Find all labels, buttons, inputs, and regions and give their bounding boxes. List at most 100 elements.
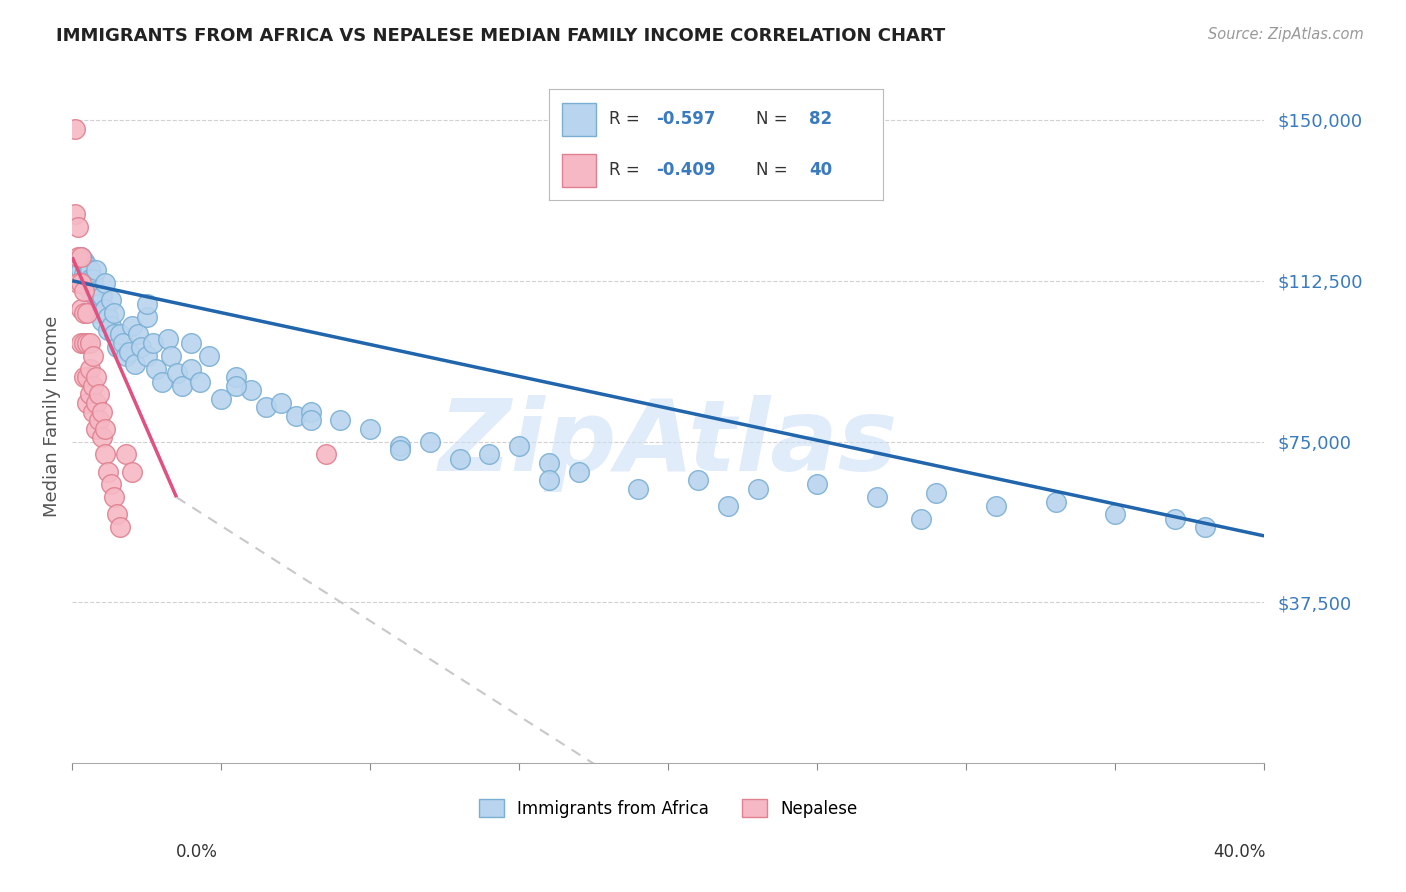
Text: IMMIGRANTS FROM AFRICA VS NEPALESE MEDIAN FAMILY INCOME CORRELATION CHART: IMMIGRANTS FROM AFRICA VS NEPALESE MEDIA…: [56, 27, 945, 45]
Point: [82, 349, 104, 363]
Point: [449, 451, 471, 466]
Point: [209, 392, 232, 406]
Point: [103, 327, 125, 342]
Point: [76, 268, 98, 282]
Point: [103, 306, 125, 320]
Point: [329, 413, 352, 427]
Point: [87, 306, 110, 320]
Point: [63, 121, 86, 136]
Point: [108, 520, 131, 534]
Point: [87, 413, 110, 427]
Point: [84, 422, 107, 436]
Point: [225, 379, 247, 393]
Point: [97, 465, 120, 479]
Point: [91, 404, 114, 418]
Point: [84, 285, 107, 299]
Point: [76, 306, 98, 320]
Point: [97, 310, 120, 325]
Point: [73, 268, 96, 282]
Point: [225, 370, 247, 384]
Point: [127, 327, 149, 342]
Point: [105, 508, 128, 522]
Point: [1045, 494, 1067, 508]
Point: [73, 254, 96, 268]
Point: [67, 250, 90, 264]
Point: [142, 335, 165, 350]
Point: [84, 396, 107, 410]
Point: [76, 259, 98, 273]
Point: [100, 318, 122, 333]
Point: [82, 379, 104, 393]
Point: [82, 271, 104, 285]
Point: [70, 276, 93, 290]
Point: [108, 327, 131, 342]
Point: [537, 456, 560, 470]
Point: [925, 486, 948, 500]
Point: [79, 285, 101, 299]
Point: [94, 447, 117, 461]
Point: [87, 297, 110, 311]
Point: [135, 349, 157, 363]
Point: [73, 335, 96, 350]
Point: [76, 370, 98, 384]
Point: [910, 512, 932, 526]
Point: [254, 401, 277, 415]
Point: [70, 335, 93, 350]
Point: [270, 396, 292, 410]
Point: [73, 370, 96, 384]
Point: [97, 323, 120, 337]
Point: [747, 482, 769, 496]
Point: [124, 357, 146, 371]
Point: [359, 422, 381, 436]
Point: [63, 207, 86, 221]
Point: [67, 276, 90, 290]
Point: [82, 293, 104, 307]
Point: [866, 491, 889, 505]
Point: [94, 276, 117, 290]
Point: [87, 387, 110, 401]
Y-axis label: Median Family Income: Median Family Income: [44, 315, 60, 516]
Point: [478, 447, 501, 461]
Point: [115, 349, 138, 363]
Point: [82, 404, 104, 418]
Point: [159, 349, 181, 363]
Point: [76, 335, 98, 350]
Point: [94, 422, 117, 436]
Text: 0.0%: 0.0%: [176, 843, 218, 861]
Point: [79, 263, 101, 277]
Point: [984, 499, 1007, 513]
Point: [84, 263, 107, 277]
Point: [156, 332, 179, 346]
Point: [76, 276, 98, 290]
Point: [686, 473, 709, 487]
Point: [73, 285, 96, 299]
Point: [73, 306, 96, 320]
Point: [299, 413, 322, 427]
Point: [70, 250, 93, 264]
Point: [537, 473, 560, 487]
Point: [79, 387, 101, 401]
Point: [1164, 512, 1187, 526]
Text: 40.0%: 40.0%: [1213, 843, 1265, 861]
Point: [135, 297, 157, 311]
Point: [100, 477, 122, 491]
Text: ZipAtlas: ZipAtlas: [439, 395, 898, 492]
Point: [508, 439, 530, 453]
Point: [806, 477, 828, 491]
Point: [91, 314, 114, 328]
Point: [135, 310, 157, 325]
Point: [1104, 508, 1126, 522]
Point: [91, 289, 114, 303]
Point: [315, 447, 337, 461]
Point: [1194, 520, 1216, 534]
Point: [190, 375, 212, 389]
Point: [172, 379, 194, 393]
Text: Source: ZipAtlas.com: Source: ZipAtlas.com: [1208, 27, 1364, 42]
Point: [121, 318, 143, 333]
Point: [166, 366, 188, 380]
Point: [150, 375, 173, 389]
Point: [299, 404, 322, 418]
Point: [180, 335, 202, 350]
Point: [180, 361, 202, 376]
Point: [118, 344, 141, 359]
